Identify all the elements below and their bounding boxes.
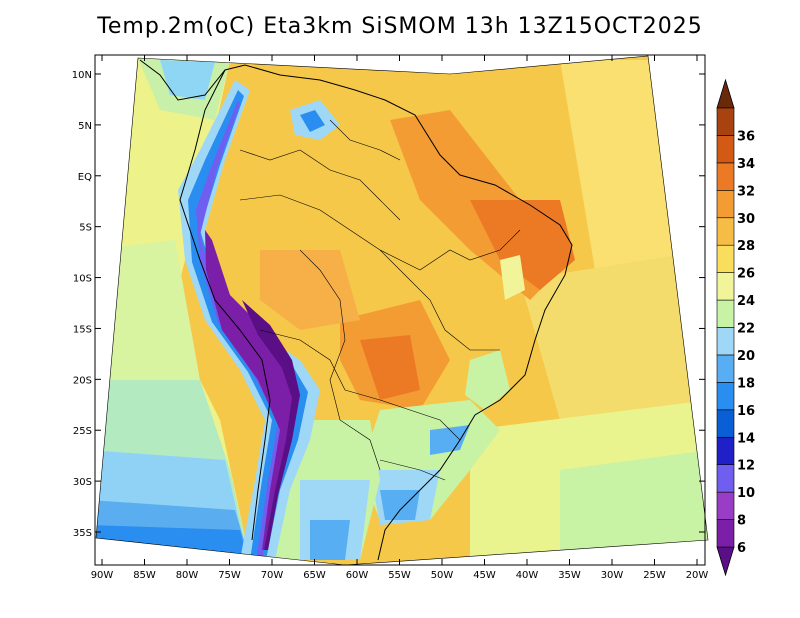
- colorbar-segment: [716, 382, 735, 411]
- lat-tick-label: 20S: [73, 375, 92, 386]
- colorbar-label: 26: [737, 267, 755, 282]
- lat-tick-label: 35S: [73, 528, 92, 539]
- lat-tick-label: 25S: [73, 426, 92, 437]
- lon-tick-label: 85W: [133, 570, 156, 581]
- colorbar-segment: [716, 135, 735, 164]
- lon-tick-label: 45W: [473, 570, 496, 581]
- lat-tick-label: 10N: [72, 70, 92, 81]
- coastlines: [139, 59, 573, 561]
- lat-tick-label: 5N: [78, 121, 92, 132]
- colorbar-segment: [716, 491, 735, 520]
- colorbar-label: 10: [737, 486, 755, 501]
- lon-tick-label: 50W: [431, 570, 454, 581]
- colorbar-segment: [716, 409, 735, 438]
- colorbar-min-triangle: [716, 546, 735, 577]
- colorbar-segment: [716, 327, 735, 356]
- lon-tick-label: 75W: [218, 570, 241, 581]
- lon-tick-label: 90W: [91, 570, 114, 581]
- colorbar-label: 12: [737, 459, 755, 474]
- map-title: Temp.2m(oC) Eta3km SiSMOM 13h 13Z15OCT20…: [97, 14, 703, 39]
- lat-tick-label: EQ: [78, 172, 92, 183]
- colorbar-segment: [716, 162, 735, 191]
- lon-tick-label: 70W: [261, 570, 284, 581]
- colorbar-label: 20: [737, 349, 755, 364]
- colorbar-label: 14: [737, 431, 755, 446]
- lon-tick-label: 25W: [643, 570, 666, 581]
- lat-tick-label: 5S: [79, 223, 92, 234]
- map-domain-border: [95, 55, 709, 566]
- colorbar-segment: [716, 190, 735, 219]
- lat-tick-label: 30S: [73, 477, 92, 488]
- colorbar-label: 18: [737, 376, 755, 391]
- colorbar-label: 30: [737, 212, 755, 227]
- colorbar-segment: [716, 354, 735, 383]
- colorbar-max-triangle: [716, 78, 735, 109]
- colorbar: 6 8 10 12 14 16 18 20 22 24 26 28 30 32 34 36: [716, 78, 755, 577]
- colorbar-segment: [716, 244, 735, 273]
- lon-tick-label: 80W: [176, 570, 199, 581]
- lon-tick-label: 20W: [686, 570, 709, 581]
- temperature-field: [96, 56, 708, 565]
- colorbar-label: 34: [737, 157, 755, 172]
- colorbar-label: 16: [737, 404, 755, 419]
- lon-tick-label: 40W: [516, 570, 539, 581]
- colorbar-segment: [716, 299, 735, 328]
- colorbar-label: 22: [737, 322, 755, 337]
- colorbar-label: 28: [737, 239, 755, 254]
- lat-tick-label: 10S: [73, 274, 92, 285]
- lon-tick-label: 55W: [388, 570, 411, 581]
- colorbar-label: 24: [737, 294, 755, 309]
- latitude-axis: 10N 5N EQ 5S 10S 15S 20S 25S 30S 35S: [72, 70, 705, 539]
- lon-tick-label: 65W: [303, 570, 326, 581]
- colorbar-segment: [716, 272, 735, 301]
- country-borders: [239, 119, 521, 481]
- lon-tick-label: 60W: [346, 570, 369, 581]
- colorbar-label: 36: [737, 129, 755, 144]
- colorbar-label: 6: [737, 541, 746, 556]
- colorbar-segment: [716, 519, 735, 548]
- colorbar-segment: [716, 464, 735, 493]
- colorbar-segment: [716, 217, 735, 246]
- longitude-axis: 90W 85W 80W 75W 70W 65W 60W 55W 50W 45W 40W 35W 30W 2…: [91, 55, 709, 581]
- lon-tick-label: 35W: [558, 570, 581, 581]
- colorbar-label: 8: [737, 514, 746, 529]
- colorbar-label: 32: [737, 184, 755, 199]
- colorbar-segment: [716, 436, 735, 465]
- lat-tick-label: 15S: [73, 324, 92, 335]
- lon-tick-label: 30W: [601, 570, 624, 581]
- colorbar-segment: [716, 107, 735, 136]
